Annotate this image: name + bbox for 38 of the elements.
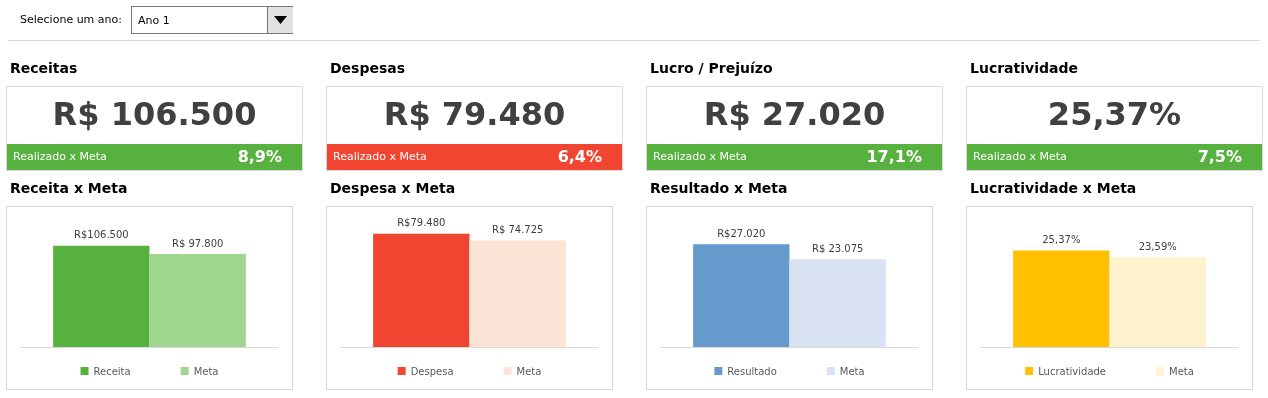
legend-label: Meta bbox=[193, 365, 219, 377]
text: Realizado x Meta bbox=[653, 150, 747, 163]
data-label: R$ 97.800 bbox=[171, 237, 224, 249]
text: Selecione um ano: bbox=[20, 13, 122, 26]
chart-title: Despesa x Meta bbox=[330, 180, 456, 196]
text: 6,4% bbox=[557, 147, 602, 166]
data-label: R$ 23.075 bbox=[811, 242, 864, 254]
data-label: R$106.500 bbox=[73, 229, 129, 241]
text: Realizado x Meta bbox=[333, 150, 427, 163]
text: Despesas bbox=[330, 60, 406, 76]
legend-label: Resultado bbox=[727, 365, 777, 377]
text: 25,37% bbox=[1046, 95, 1183, 133]
text: 7,5% bbox=[1197, 147, 1242, 166]
data-label: 23,59% bbox=[1138, 240, 1177, 252]
text: Lucro / Prejuízo bbox=[650, 60, 773, 76]
text: Realizado x Meta bbox=[973, 150, 1067, 163]
text: R$ 79.480 bbox=[382, 95, 567, 133]
text: 17,1% bbox=[866, 147, 922, 166]
legend-label: Meta bbox=[516, 365, 542, 377]
text: Receitas bbox=[10, 60, 78, 76]
data-label: R$79.480 bbox=[397, 217, 446, 229]
text: 8,9% bbox=[237, 147, 282, 166]
text: R$ 106.500 bbox=[51, 95, 258, 133]
dropdown-field: Ano 1 bbox=[131, 6, 293, 34]
chart-title: Receita x Meta bbox=[10, 180, 128, 196]
data-label: R$27.020 bbox=[717, 227, 766, 239]
text: Realizado x Meta bbox=[13, 150, 107, 163]
text: R$ 27.020 bbox=[702, 95, 887, 133]
legend-label: Receita bbox=[93, 365, 131, 377]
data-label: 25,37% bbox=[1042, 234, 1081, 246]
chart-title: Resultado x Meta bbox=[650, 180, 788, 196]
legend-label: Meta bbox=[839, 365, 865, 377]
text: Lucratividade bbox=[970, 60, 1078, 76]
legend-label: Lucratividade bbox=[1038, 365, 1107, 377]
data-label: R$ 74.725 bbox=[491, 224, 544, 236]
legend-label: Meta bbox=[1169, 365, 1194, 377]
legend-label: Despesa bbox=[410, 365, 454, 377]
chart-title: Lucratividade x Meta bbox=[970, 180, 1137, 196]
